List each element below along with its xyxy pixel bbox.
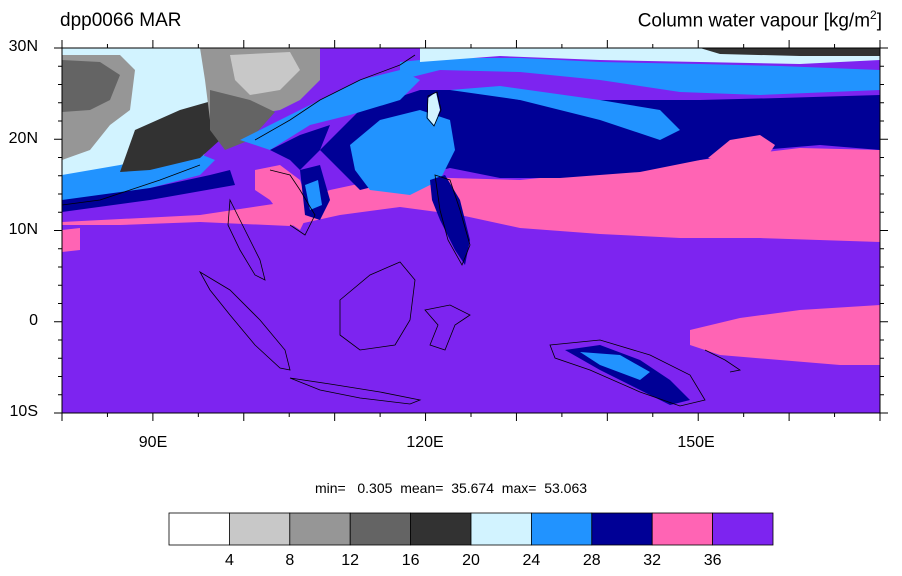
lon-label-150e: 150E <box>677 434 715 451</box>
colorbar-swatch <box>168 512 230 546</box>
coastline-philippines <box>434 174 471 266</box>
coastline-java <box>289 377 422 405</box>
title-right-close: ] <box>876 10 882 32</box>
colorbar-swatch <box>591 512 653 546</box>
colorbar-tick-label: 12 <box>341 552 360 569</box>
field-pink-equatorial <box>690 305 880 365</box>
coastline-india <box>62 164 201 206</box>
field-china-blue <box>240 70 420 150</box>
colorbar-swatch <box>349 512 412 546</box>
colorbar-tick-label: 24 <box>522 552 541 569</box>
field-newguinea-blue <box>580 352 650 380</box>
colorbar-swatch <box>470 512 532 546</box>
field-philippines <box>430 175 470 265</box>
field-darkest-west <box>120 100 220 172</box>
field-china-navy <box>270 125 330 170</box>
coastline-sumatra <box>198 270 291 371</box>
lon-label-120e: 120E <box>406 434 444 451</box>
stats-mean: 35.674 <box>451 480 495 496</box>
colorbar-swatch <box>289 512 351 546</box>
field-taiwan <box>428 92 440 125</box>
stats-max-label: max= <box>501 480 537 496</box>
lon-label-90e: 90E <box>138 434 168 451</box>
colorbar-tick-label: 36 <box>703 552 722 569</box>
coastline-solomon <box>704 349 742 373</box>
axis-ticks <box>54 40 888 421</box>
field-indochina-blue <box>305 180 322 210</box>
coastline-taiwan <box>426 91 442 127</box>
field-tibet-light <box>230 52 300 95</box>
field-blue-east-upper <box>450 86 680 140</box>
title-left: dpp0066 MAR <box>60 10 182 31</box>
field-bengal-pink <box>62 228 80 252</box>
colorbar-swatch <box>228 512 291 546</box>
coastline-sulawesi <box>424 304 471 351</box>
field-darkgrey-west <box>62 60 120 112</box>
field-blue-band <box>400 58 880 95</box>
stats-mean-label: mean= <box>400 480 444 496</box>
field-blue-blob <box>350 110 455 195</box>
title-right: Column water vapour [kg/m2] <box>638 8 882 32</box>
stats-min-label: min= <box>314 480 346 496</box>
field-dark-top <box>700 48 880 56</box>
title-right-superscript: 2 <box>870 8 877 22</box>
field-pink-band <box>62 148 880 242</box>
coastline-china <box>254 54 416 141</box>
field-blue-west <box>62 150 215 205</box>
lat-label-0: 0 <box>29 312 38 329</box>
colorbar-tick-label: 4 <box>224 552 234 569</box>
colorbar-tick-label: 32 <box>643 552 662 569</box>
colorbar-swatch <box>712 512 774 546</box>
field-pink-blob-north <box>708 135 775 165</box>
field-navy-west <box>62 170 235 212</box>
colorbar-tick-label: 20 <box>462 552 480 569</box>
coastline-malay <box>227 198 266 281</box>
field-pink-east <box>790 150 880 200</box>
colorbar-tick-label: 16 <box>401 552 420 569</box>
coastline-indochina <box>269 169 316 236</box>
colorbar-swatch <box>651 512 714 546</box>
lat-label-10s: 10S <box>9 403 38 420</box>
title-right-text: Column water vapour [kg/m <box>637 10 871 32</box>
stats-min: 0.305 <box>357 480 393 496</box>
coastline-newguinea <box>549 339 706 407</box>
colorbar-tick-label: 28 <box>582 552 601 569</box>
colorbar-swatch <box>531 512 593 546</box>
field-navy-band <box>320 90 880 190</box>
colorbar <box>168 512 774 546</box>
lat-label-10n: 10N <box>8 221 38 238</box>
colorbar-swatch <box>410 512 472 546</box>
lat-label-30n: 30N <box>8 38 38 55</box>
coastline-borneo <box>339 261 416 351</box>
colorbar-tick-label: 8 <box>285 552 295 569</box>
stats-max: 53.063 <box>544 480 588 496</box>
lat-label-20n: 20N <box>8 130 38 147</box>
stats-line: min= 0.305 mean= 35.674 max= 53.063 <box>0 480 902 496</box>
field-indochina-pink <box>255 165 310 230</box>
field-tibet-dark <box>210 90 275 150</box>
